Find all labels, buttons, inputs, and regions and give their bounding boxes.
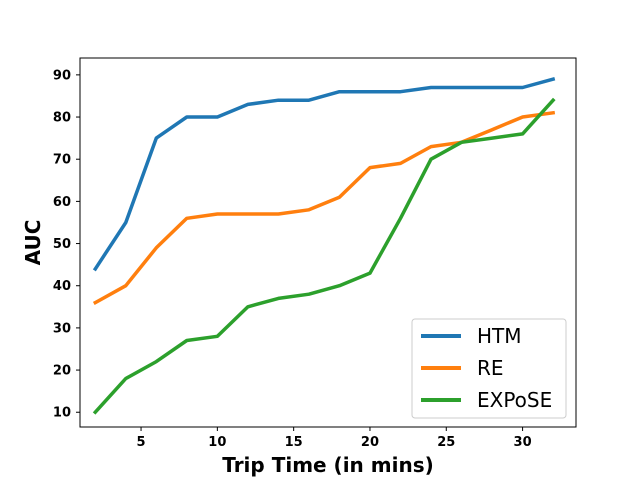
y-tick-label: 60 — [53, 195, 71, 210]
plot-area-frame — [79, 57, 577, 428]
y-tick-label: 20 — [53, 364, 71, 379]
series-lines — [92, 76, 556, 415]
legend-label-re: RE — [477, 356, 504, 380]
x-axis-ticks: 5 10 15 20 25 30 — [137, 427, 532, 450]
legend-label-expose: EXPoSE — [477, 388, 552, 412]
y-axis-title: AUC — [21, 220, 45, 266]
legend-entries: HTM RE EXPoSE — [421, 324, 552, 412]
y-tick-label: 50 — [53, 237, 71, 252]
x-tick-label: 15 — [285, 435, 303, 450]
y-tick-label: 30 — [53, 321, 71, 336]
x-tick-label: 20 — [361, 435, 379, 450]
x-axis-title: Trip Time (in mins) — [222, 453, 433, 477]
y-axis-ticks: 10 20 30 40 50 60 70 80 90 — [53, 68, 80, 421]
x-tick-label: 30 — [514, 435, 532, 450]
series-line-expose — [92, 97, 556, 415]
y-tick-label: 70 — [53, 153, 71, 168]
series-line-htm — [92, 76, 556, 272]
x-tick-label: 5 — [137, 435, 146, 450]
series-line-re — [92, 110, 556, 305]
y-tick-label: 90 — [53, 68, 71, 83]
y-tick-label: 10 — [53, 406, 71, 421]
x-tick-label: 25 — [437, 435, 455, 450]
y-tick-label: 40 — [53, 279, 71, 294]
legend-label-htm: HTM — [477, 324, 522, 348]
legend-frame — [411, 318, 567, 419]
legend: HTM RE EXPoSE — [411, 318, 567, 419]
x-tick-label: 10 — [208, 435, 226, 450]
y-tick-label: 80 — [53, 111, 71, 126]
